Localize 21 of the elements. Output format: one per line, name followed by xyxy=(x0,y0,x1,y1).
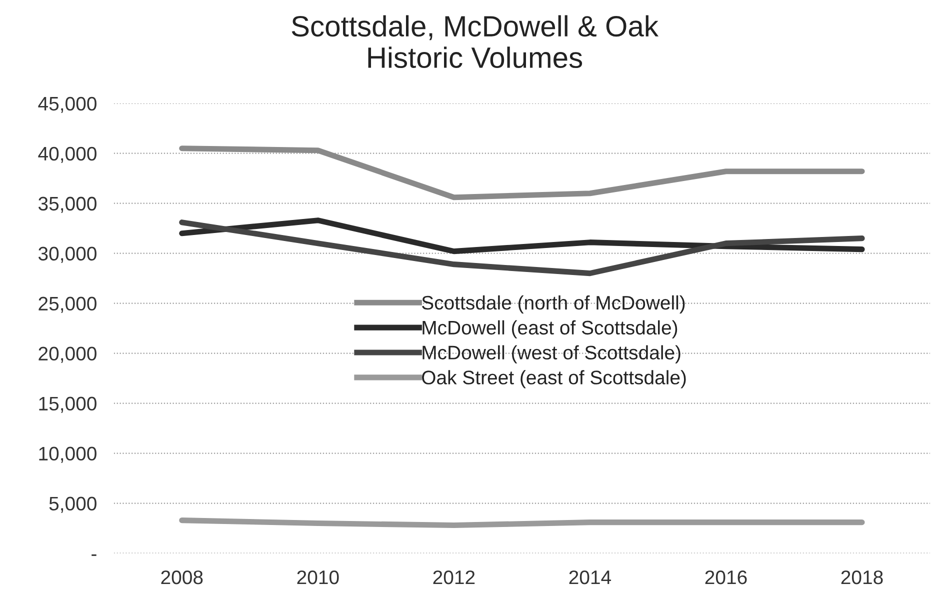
y-tick-label: 45,000 xyxy=(38,96,96,113)
x-tick-label: 2016 xyxy=(705,570,747,584)
y-tick-label: 25,000 xyxy=(38,296,96,313)
legend-label: McDowell (west of Scottsdale) xyxy=(422,345,680,364)
legend-label: Scottsdale (north of McDowell) xyxy=(422,295,685,314)
chart-title: Scottsdale, McDowell & Oak Historic Volumes xyxy=(292,15,659,68)
x-tick-label: 2018 xyxy=(841,570,883,584)
x-tick-label: 2014 xyxy=(569,570,612,584)
y-tick-label: - xyxy=(92,554,96,556)
y-tick-label: 40,000 xyxy=(38,146,96,163)
legend-label: McDowell (east of Scottsdale) xyxy=(422,320,678,338)
y-tick-label: 20,000 xyxy=(38,346,96,363)
x-tick-label: 2012 xyxy=(433,570,475,584)
legend-label: Oak Street (east of Scottsdale) xyxy=(422,370,686,388)
y-tick-label: 15,000 xyxy=(39,396,96,413)
y-tick-label: 35,000 xyxy=(38,196,96,213)
x-tick-label: 2008 xyxy=(161,570,203,584)
y-tick-label: 10,000 xyxy=(39,446,96,463)
y-tick-label: 5,000 xyxy=(49,496,96,513)
x-tick-label: 2010 xyxy=(297,570,339,584)
y-tick-label: 30,000 xyxy=(38,246,96,263)
